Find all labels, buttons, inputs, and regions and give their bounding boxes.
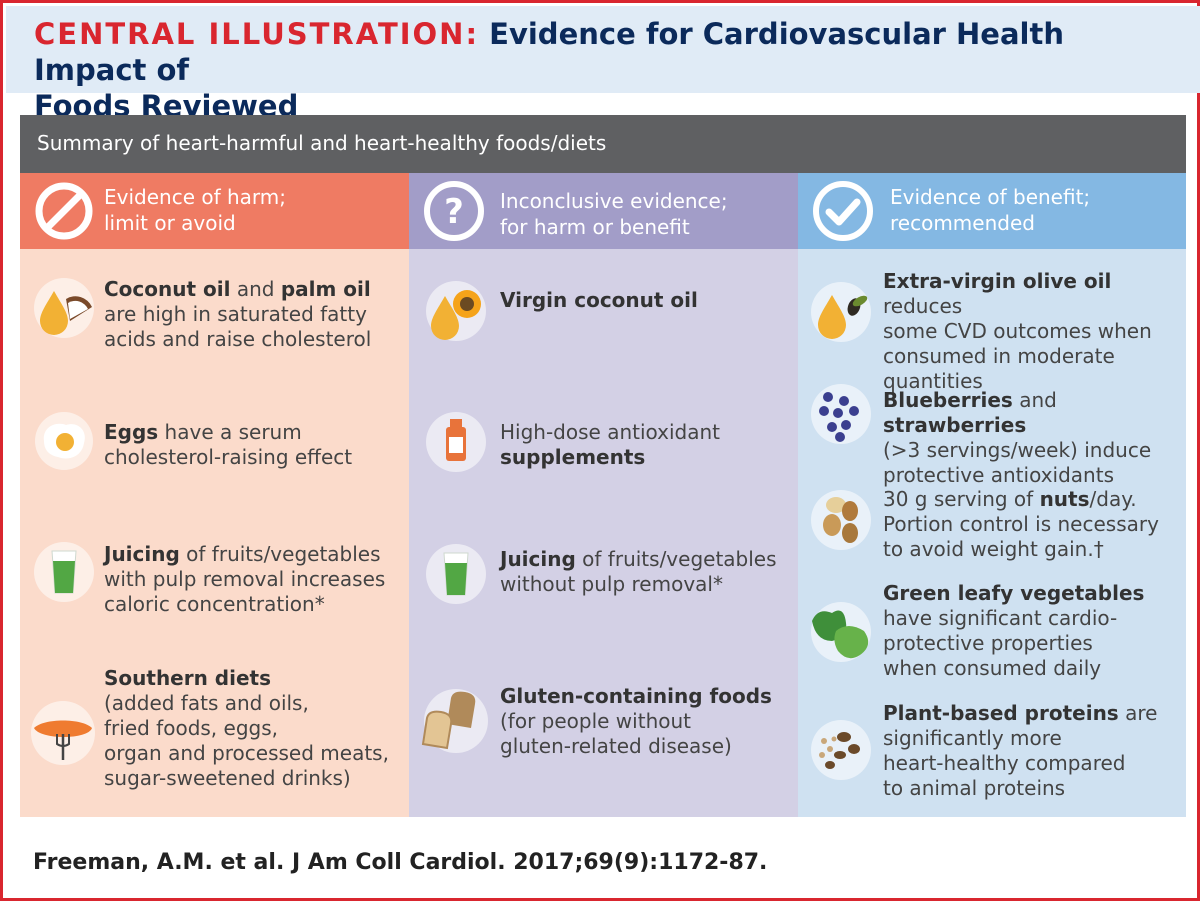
harm-item-coconut-oil: Coconut oil and palm oil are high in sat…: [104, 277, 372, 351]
inconclusive-item-juicing: Juicing of fruits/vegetables without pul…: [500, 547, 777, 596]
benefit-column-header: Evidence of benefit; recommended: [798, 173, 1186, 249]
inconclusive-column: ? Inconclusive evidence; for harm or ben…: [409, 173, 798, 817]
benefit-item-olive-oil: Extra-virgin olive oil reduces some CVD …: [883, 269, 1152, 393]
juice-icon: [426, 544, 486, 604]
inconclusive-heading-line1: Inconclusive evidence;: [500, 189, 728, 213]
inconclusive-item-gluten: Gluten-containing foods (for people with…: [500, 684, 772, 758]
leafy-greens-icon: [811, 602, 871, 662]
benefit-column: Evidence of benefit; recommended Extra-v…: [798, 173, 1186, 817]
benefit-item-plant-proteins: Plant-based proteins are significantly m…: [883, 701, 1158, 800]
harm-item-southern-diets: Southern diets (added fats and oils, fri…: [104, 666, 389, 790]
supplement-bottle-icon: [426, 412, 486, 472]
juice-icon: [34, 542, 94, 602]
virgin-coconut-oil-icon: [426, 281, 486, 341]
harm-item-eggs: Eggs have a serum cholesterol-raising ef…: [104, 420, 353, 469]
header: CENTRAL ILLUSTRATION: Evidence for Cardi…: [6, 6, 1200, 123]
prohibited-icon: [35, 182, 93, 240]
inconclusive-heading-line2: for harm or benefit: [500, 215, 690, 239]
olive-oil-icon: [811, 282, 871, 342]
bread-icon: [421, 689, 488, 753]
benefit-item-berries: Blueberries and strawberries (>3 serving…: [883, 388, 1152, 487]
question-mark-icon: ?: [424, 181, 484, 241]
harm-column-header: Evidence of harm; limit or avoid: [20, 173, 409, 249]
benefit-heading-line1: Evidence of benefit;: [890, 185, 1091, 209]
coconut-oil-icon: [34, 278, 94, 338]
checkmark-icon: [813, 181, 873, 241]
inconclusive-item-supplements: High-dose antioxidant supplements: [500, 420, 721, 469]
legumes-icon: [811, 720, 871, 780]
nuts-icon: [811, 490, 871, 550]
header-label: CENTRAL ILLUSTRATION:: [34, 17, 480, 51]
benefit-heading-line2: recommended: [890, 211, 1035, 235]
summary-bar: Summary of heart-harmful and heart-healt…: [20, 115, 1186, 173]
harm-heading-line1: Evidence of harm;: [104, 185, 287, 209]
header-title-line1: Evidence for Cardiovascular Health Impac…: [34, 17, 1064, 87]
inconclusive-column-header: ? Inconclusive evidence; for harm or ben…: [409, 173, 798, 249]
inconclusive-item-virgin-coconut-oil: Virgin coconut oil: [500, 288, 698, 312]
berries-icon: [811, 384, 871, 444]
harm-item-juicing: Juicing of fruits/vegetables with pulp r…: [104, 542, 386, 616]
benefit-item-leafy-greens: Green leafy vegetables have significant …: [883, 581, 1145, 680]
harm-heading-line2: limit or avoid: [104, 211, 236, 235]
sausage-fork-icon: [31, 701, 95, 765]
citation: Freeman, A.M. et al. J Am Coll Cardiol. …: [33, 850, 768, 875]
benefit-item-nuts: 30 g serving of nuts/day. Portion contro…: [883, 487, 1159, 561]
svg-text:?: ?: [444, 192, 464, 232]
egg-icon: [35, 412, 93, 470]
harm-column: Evidence of harm; limit or avoid Coconut…: [20, 173, 409, 817]
